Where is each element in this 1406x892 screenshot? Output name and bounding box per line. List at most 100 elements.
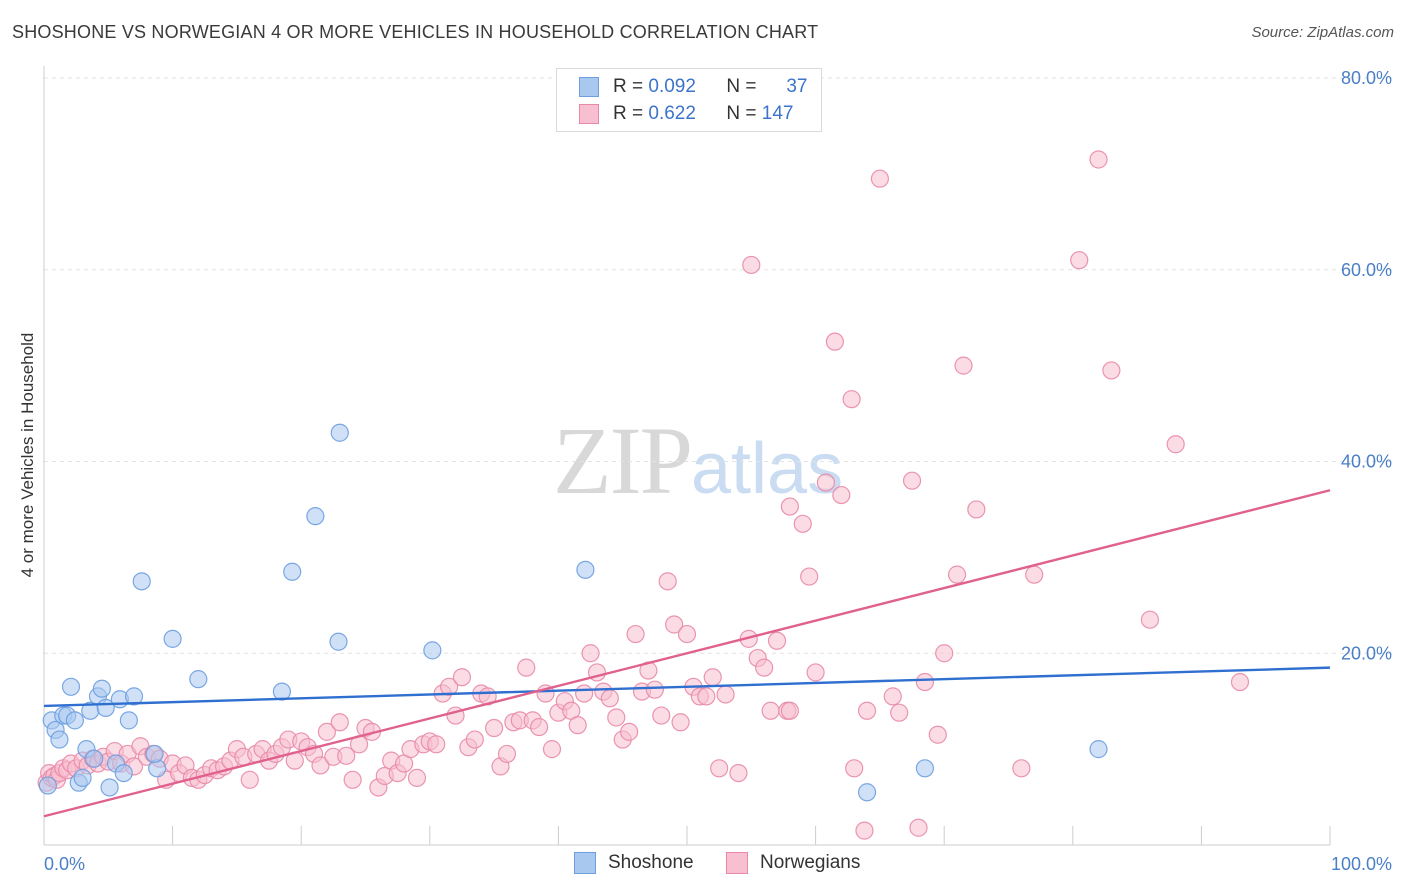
- norwegians-point: [343, 770, 362, 789]
- shoshone-point: [283, 562, 302, 581]
- legend-swatch-norwegians: [726, 852, 748, 874]
- norwegians-point: [568, 716, 587, 735]
- norwegians-point: [710, 759, 729, 778]
- n-label: N =: [726, 103, 757, 124]
- legend-swatch-shoshone: [574, 852, 596, 874]
- norwegians-point: [575, 684, 594, 703]
- norwegians-point: [928, 725, 947, 744]
- shoshone-point: [330, 423, 349, 442]
- norwegians-point: [855, 821, 874, 840]
- norwegians-point: [800, 567, 819, 586]
- norwegians-point: [530, 717, 549, 737]
- norwegians-point: [947, 565, 967, 584]
- shoshone-point: [576, 560, 595, 579]
- norwegians-point: [1089, 150, 1108, 169]
- norwegians-point: [967, 500, 986, 519]
- norwegians-point: [620, 722, 639, 741]
- norwegians-point: [337, 746, 356, 765]
- norwegians-point: [439, 677, 459, 696]
- norwegians-point: [935, 644, 954, 663]
- norwegians-point: [497, 744, 517, 764]
- norwegians-point: [870, 169, 890, 188]
- shoshone-point: [857, 783, 877, 802]
- shoshone-point: [163, 629, 182, 648]
- shoshone-point: [272, 682, 292, 701]
- norwegians-point: [1025, 565, 1044, 584]
- stats-row-shoshone: R = 0.092 N = 37: [579, 74, 807, 100]
- norwegians-point: [883, 687, 902, 706]
- norwegians-point: [581, 644, 600, 663]
- shoshone-point: [114, 763, 133, 783]
- y-tick-label: 60.0%: [1341, 260, 1392, 280]
- chart-source: Source: ZipAtlas.com: [1251, 24, 1394, 41]
- norwegians-point: [825, 332, 844, 351]
- norwegians-point: [832, 485, 851, 505]
- norwegians-point: [465, 730, 484, 749]
- chart-legend: Shoshone Norwegians: [0, 850, 1406, 878]
- norwegians-point: [729, 763, 748, 783]
- shoshone-point: [306, 507, 325, 526]
- shoshone-point: [119, 711, 138, 730]
- shoshone-swatch: [579, 77, 599, 97]
- norwegians-point: [311, 756, 330, 775]
- norwegians-point: [1166, 435, 1185, 454]
- norwegians-point: [767, 631, 787, 650]
- watermark-atlas: atlas: [691, 429, 844, 509]
- legend-item-norwegians[interactable]: Norwegians: [726, 852, 860, 874]
- norwegians-point: [317, 722, 337, 741]
- shoshone-point: [61, 677, 81, 696]
- shoshone-point: [73, 768, 92, 787]
- norwegians-point: [761, 701, 780, 720]
- stats-row-norwegians: R = 0.622 N = 147: [579, 101, 793, 127]
- norwegians-point: [626, 624, 645, 644]
- norwegians-point: [793, 514, 812, 533]
- legend-label-norwegians: Norwegians: [760, 852, 861, 873]
- norwegians-point: [697, 687, 716, 706]
- watermark: ZIPatlas: [553, 405, 843, 516]
- norwegians-point: [330, 713, 349, 732]
- norwegians-point: [909, 818, 928, 837]
- norwegians-point: [658, 572, 677, 591]
- stats-box: R = 0.092 N = 37 R = 0.622 N = 147: [556, 68, 822, 132]
- norwegians-point: [780, 497, 799, 516]
- shoshone-point: [50, 730, 69, 749]
- y-tick-label: 20.0%: [1341, 643, 1392, 663]
- norwegians-point: [677, 624, 697, 644]
- norwegians-point: [780, 701, 799, 720]
- x-tick-label: 100.0%: [1331, 854, 1392, 874]
- legend-label-shoshone: Shoshone: [608, 852, 694, 873]
- norwegians-point: [816, 473, 835, 492]
- shoshone-point: [38, 776, 57, 795]
- norwegians-point: [607, 708, 626, 727]
- shoshone-trend-line: [43, 666, 1331, 708]
- norwegians-point: [542, 740, 562, 759]
- n-value: 37: [786, 76, 808, 97]
- norwegians-point: [645, 680, 664, 699]
- norwegians-point: [842, 390, 861, 409]
- watermark-zip: ZIP: [553, 407, 693, 514]
- n-value: 147: [761, 103, 794, 124]
- norwegians-point: [716, 685, 735, 704]
- r-label: R =: [613, 76, 644, 97]
- shoshone-point: [132, 572, 151, 591]
- norwegians-point: [665, 615, 684, 634]
- norwegians-point: [517, 658, 536, 677]
- norwegians-trend-line: [43, 489, 1331, 818]
- shoshone-point: [189, 670, 208, 689]
- norwegians-point: [742, 255, 761, 275]
- y-tick-label: 80.0%: [1341, 68, 1392, 88]
- norwegians-point: [652, 706, 671, 725]
- shoshone-point: [1089, 740, 1108, 759]
- norwegians-point: [845, 759, 864, 778]
- norwegians-point: [427, 735, 446, 754]
- norwegians-point: [703, 668, 722, 687]
- r-value: 0.092: [648, 76, 696, 97]
- n-label: N =: [726, 76, 757, 97]
- norwegians-point: [954, 356, 973, 375]
- norwegians-point: [1070, 251, 1089, 270]
- legend-item-shoshone[interactable]: Shoshone: [574, 852, 694, 874]
- y-tick-label: 40.0%: [1341, 452, 1392, 472]
- norwegians-point: [485, 718, 504, 738]
- norwegians-point: [600, 689, 619, 708]
